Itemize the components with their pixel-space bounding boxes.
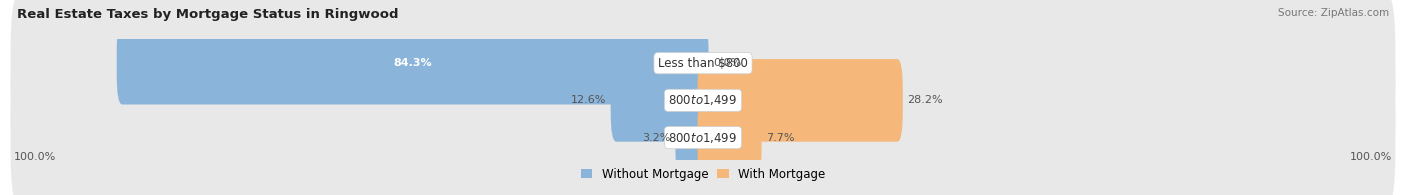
Text: $800 to $1,499: $800 to $1,499 (668, 93, 738, 107)
FancyBboxPatch shape (675, 96, 709, 179)
Text: 7.7%: 7.7% (766, 133, 794, 143)
Text: 100.0%: 100.0% (1350, 152, 1392, 162)
Text: Real Estate Taxes by Mortgage Status in Ringwood: Real Estate Taxes by Mortgage Status in … (17, 8, 398, 21)
FancyBboxPatch shape (697, 96, 762, 179)
FancyBboxPatch shape (117, 22, 709, 105)
Text: 3.2%: 3.2% (643, 133, 671, 143)
Legend: Without Mortgage, With Mortgage: Without Mortgage, With Mortgage (581, 168, 825, 181)
Text: 84.3%: 84.3% (394, 58, 432, 68)
Text: Source: ZipAtlas.com: Source: ZipAtlas.com (1278, 8, 1389, 18)
FancyBboxPatch shape (697, 59, 903, 142)
FancyBboxPatch shape (610, 59, 709, 142)
FancyBboxPatch shape (11, 29, 1395, 171)
Text: $800 to $1,499: $800 to $1,499 (668, 131, 738, 144)
FancyBboxPatch shape (11, 66, 1395, 195)
Text: 100.0%: 100.0% (14, 152, 56, 162)
Text: 28.2%: 28.2% (908, 95, 943, 105)
Text: 12.6%: 12.6% (571, 95, 606, 105)
Text: Less than $800: Less than $800 (658, 57, 748, 70)
FancyBboxPatch shape (11, 0, 1395, 134)
Text: 0.0%: 0.0% (713, 58, 741, 68)
